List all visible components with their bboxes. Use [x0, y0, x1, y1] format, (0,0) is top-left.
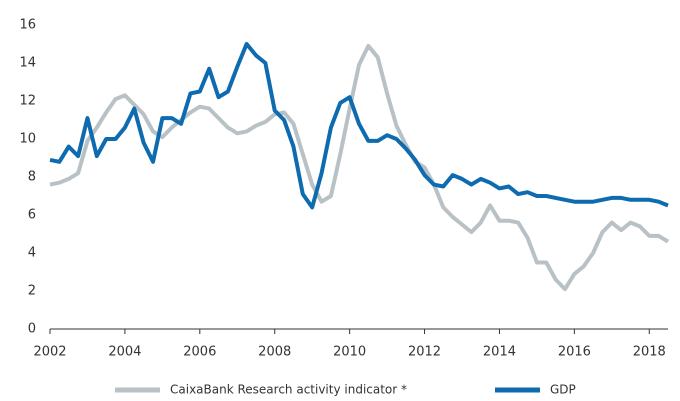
x-tick-label: 2016: [558, 345, 591, 360]
y-tick-label: 6: [28, 208, 36, 223]
y-tick-label: 16: [19, 18, 36, 33]
series-line: [49, 42, 669, 210]
x-tick-label: 2006: [183, 345, 216, 360]
x-tick-label: 2008: [258, 345, 291, 360]
x-tick-label: 2012: [408, 345, 441, 360]
y-tick-label: 14: [19, 56, 36, 71]
series-line: [49, 43, 670, 292]
legend-label: CaixaBank Research activity indicator *: [170, 383, 407, 397]
y-tick-label: 4: [28, 246, 36, 261]
y-tick-label: 8: [28, 170, 36, 185]
y-tick-label: 2: [28, 284, 36, 299]
legend-label: GDP: [550, 383, 576, 397]
x-tick-label: 2018: [633, 345, 666, 360]
y-tick-label: 12: [19, 94, 36, 109]
x-tick-label: 2004: [108, 345, 141, 360]
x-tick-label: 2002: [33, 345, 66, 360]
x-tick-label: 2010: [333, 345, 366, 360]
x-tick-label: 2014: [483, 345, 516, 360]
y-tick-label: 0: [28, 322, 36, 337]
y-tick-label: 10: [19, 132, 36, 147]
